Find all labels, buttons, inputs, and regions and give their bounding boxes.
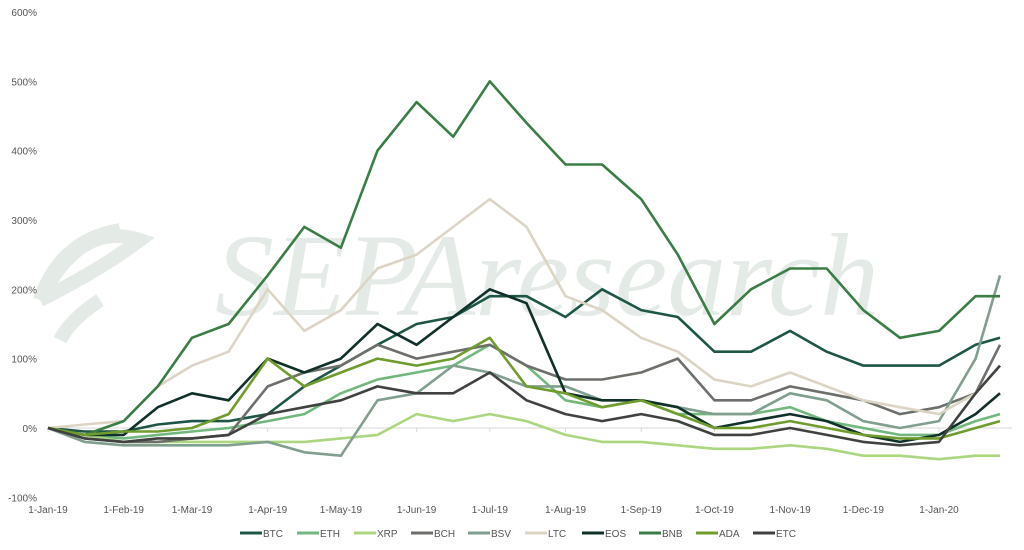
series-line-etc bbox=[47, 364, 1001, 447]
legend-label-btc: BTC bbox=[263, 529, 283, 540]
x-tick-label: 1-Aug-19 bbox=[545, 505, 587, 516]
legend-label-eth: ETH bbox=[320, 529, 340, 540]
x-tick-label: 1-Sep-19 bbox=[621, 505, 663, 516]
series-line-xrp bbox=[47, 412, 1000, 461]
legend-label-etc: ETC bbox=[776, 529, 796, 540]
y-tick-label: 100% bbox=[11, 355, 37, 366]
x-tick-label: 1-Jan-20 bbox=[919, 505, 959, 516]
legend-label-ada: ADA bbox=[719, 529, 740, 540]
x-tick-label: 1-Jan-19 bbox=[28, 505, 68, 516]
legend-label-bnb: BNB bbox=[662, 529, 683, 540]
legend-label-eos: EOS bbox=[605, 529, 626, 540]
series-line-eos bbox=[47, 287, 1001, 444]
series-line-eth bbox=[47, 343, 1001, 440]
series-line-ada bbox=[47, 336, 1001, 440]
x-tick-label: 1-Jun-19 bbox=[397, 505, 437, 516]
legend-label-xrp: XRP bbox=[377, 529, 398, 540]
series-line-bnb bbox=[47, 80, 1000, 437]
y-tick-label: 400% bbox=[11, 147, 37, 158]
series-line-btc bbox=[47, 287, 1001, 433]
y-tick-label: 300% bbox=[11, 216, 37, 227]
x-tick-label: 1-Feb-19 bbox=[103, 505, 144, 516]
legend-label-ltc: LTC bbox=[548, 529, 566, 540]
x-tick-label: 1-Oct-19 bbox=[695, 505, 734, 516]
series-line-ltc bbox=[47, 197, 1001, 430]
x-tick-label: 1-Apr-19 bbox=[248, 505, 287, 516]
x-tick-label: 1-May-19 bbox=[320, 505, 363, 516]
x-tick-label: 1-Mar-19 bbox=[172, 505, 213, 516]
legend-label-bsv: BSV bbox=[491, 529, 511, 540]
legend-label-bch: BCH bbox=[434, 529, 455, 540]
x-tick-label: 1-Nov-19 bbox=[770, 505, 812, 516]
x-tick-label: 1-Dec-19 bbox=[843, 505, 885, 516]
y-tick-label: 500% bbox=[11, 77, 37, 88]
y-tick-label: 600% bbox=[11, 8, 37, 19]
y-tick-label: -100% bbox=[8, 493, 37, 504]
watermark-leaf-icon bbox=[33, 223, 155, 344]
y-tick-label: 200% bbox=[11, 285, 37, 296]
y-tick-label: 0% bbox=[23, 424, 38, 435]
x-tick-label: 1-Jul-19 bbox=[472, 505, 509, 516]
